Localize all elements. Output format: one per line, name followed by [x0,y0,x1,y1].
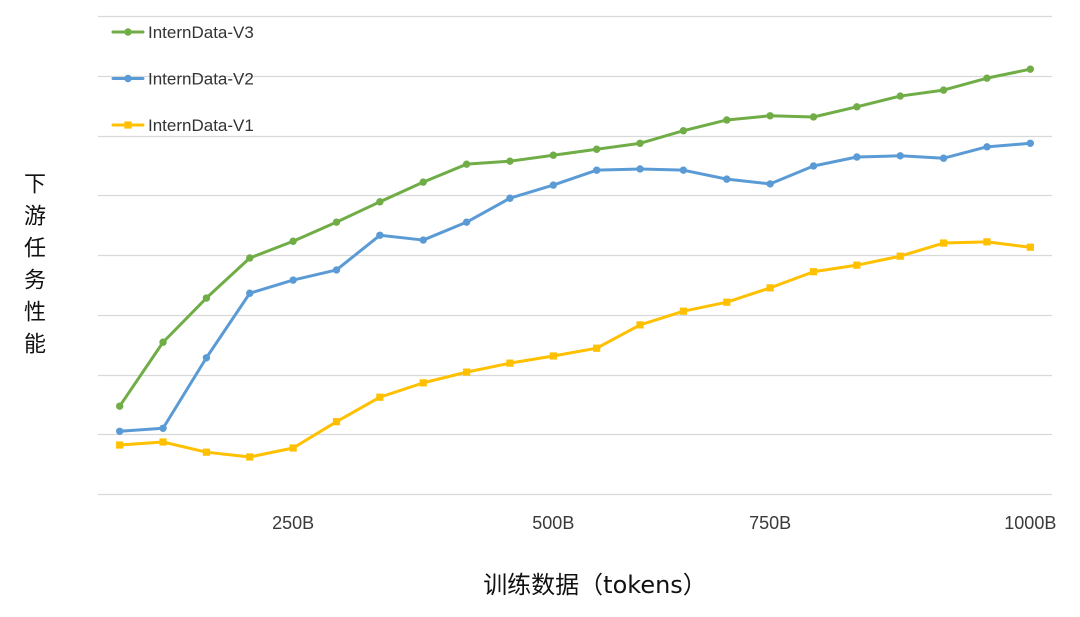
data-point-interndata-v2-20 [939,154,948,162]
data-point-interndata-v2-4 [246,289,254,297]
data-point-interndata-v2-21 [983,143,991,151]
legend-label-interndata-v1: InternData-V1 [148,116,254,135]
data-point-interndata-v2-12 [592,166,601,174]
legend-marker-interndata-v3 [124,28,132,36]
data-point-interndata-v3-2 [159,338,167,346]
data-point-interndata-v1-10 [506,359,514,367]
data-point-interndata-v1-12 [593,344,601,352]
data-point-interndata-v2-3 [202,354,211,362]
series-interndata-v2 [115,139,1035,435]
data-point-interndata-v3-8 [419,178,427,186]
data-point-interndata-v2-14 [679,166,688,174]
data-point-interndata-v3-11 [549,151,558,159]
data-point-interndata-v2-13 [636,165,644,173]
data-point-interndata-v1-21 [983,238,991,246]
data-point-interndata-v1-4 [246,453,254,461]
data-point-interndata-v1-3 [202,448,211,456]
data-point-interndata-v3-16 [766,112,774,120]
data-point-interndata-v2-7 [376,231,384,239]
series-line-interndata-v1 [118,240,1032,459]
data-point-interndata-v2-22 [1026,139,1035,147]
data-point-interndata-v2-8 [419,236,427,244]
data-point-interndata-v3-14 [679,127,688,135]
data-point-interndata-v3-15 [723,116,731,124]
data-point-interndata-v1-6 [332,418,341,426]
data-point-interndata-v1-13 [636,321,644,329]
data-point-interndata-v1-11 [549,352,557,360]
series-interndata-v1 [116,238,1034,461]
series-layer [115,65,1035,461]
data-point-interndata-v2-15 [723,175,731,183]
data-point-interndata-v1-9 [462,368,471,376]
x-axis-title: 训练数据（tokens） [483,571,707,599]
y-axis-title: 下游任务性能 [20,172,45,364]
data-point-interndata-v2-18 [853,153,861,161]
data-point-interndata-v3-3 [202,294,211,302]
x-tick-label-750b: 750B [749,513,791,533]
data-point-interndata-v2-10 [506,194,514,202]
data-point-interndata-v3-10 [506,157,514,165]
data-point-interndata-v2-17 [809,162,818,170]
data-point-interndata-v2-19 [896,152,904,160]
data-point-interndata-v3-19 [896,92,904,100]
data-point-interndata-v2-16 [766,180,774,188]
data-point-interndata-v1-7 [376,393,384,401]
data-point-interndata-v2-1 [115,427,124,435]
data-point-interndata-v2-2 [159,424,167,432]
data-point-interndata-v1-22 [1026,243,1034,251]
data-point-interndata-v3-1 [115,402,124,410]
data-point-interndata-v3-21 [983,74,991,82]
legend-item-interndata-v3: InternData-V3 [111,23,254,42]
data-point-interndata-v1-19 [896,252,904,260]
x-tick-label-500b: 500B [532,513,574,533]
data-point-interndata-v3-7 [376,198,384,206]
data-point-interndata-v1-1 [116,441,124,449]
data-point-interndata-v3-18 [853,103,861,111]
data-point-interndata-v3-6 [332,218,341,226]
data-point-interndata-v1-18 [853,261,861,269]
series-line-interndata-v3 [118,67,1032,408]
legend: InternData-V3 InternData-V2 InternData-V1 [111,23,254,135]
data-point-interndata-v1-8 [419,379,427,387]
data-point-interndata-v3-4 [246,254,254,262]
x-tick-labels: 250B 500B 750B 1000B [272,513,1056,533]
data-point-interndata-v3-20 [939,86,948,94]
data-point-interndata-v1-14 [679,307,688,315]
series-interndata-v3 [115,65,1035,410]
data-point-interndata-v1-16 [766,284,774,292]
data-point-interndata-v2-11 [549,181,558,189]
data-point-interndata-v3-13 [636,139,644,147]
data-point-interndata-v3-22 [1026,65,1035,73]
data-point-interndata-v3-9 [462,160,471,168]
data-point-interndata-v1-5 [289,444,297,452]
data-point-interndata-v1-15 [723,298,731,306]
data-point-interndata-v3-17 [809,113,818,121]
legend-marker-interndata-v2 [124,74,132,83]
series-line-interndata-v2 [118,141,1032,433]
legend-label-interndata-v3: InternData-V3 [148,23,254,42]
data-point-interndata-v2-9 [462,218,471,226]
legend-marker-interndata-v1 [124,121,132,129]
data-point-interndata-v1-2 [159,438,167,446]
data-point-interndata-v2-5 [289,276,297,284]
legend-label-interndata-v2: InternData-V2 [148,70,254,89]
x-tick-label-1000b: 1000B [1004,513,1056,533]
data-point-interndata-v1-17 [809,268,818,276]
legend-item-interndata-v2: InternData-V2 [111,70,254,89]
data-point-interndata-v3-12 [592,145,601,153]
legend-item-interndata-v1: InternData-V1 [111,116,254,135]
data-point-interndata-v2-6 [332,266,341,274]
data-point-interndata-v3-5 [289,237,297,245]
x-tick-label-250b: 250B [272,513,314,533]
data-point-interndata-v1-20 [939,239,948,247]
